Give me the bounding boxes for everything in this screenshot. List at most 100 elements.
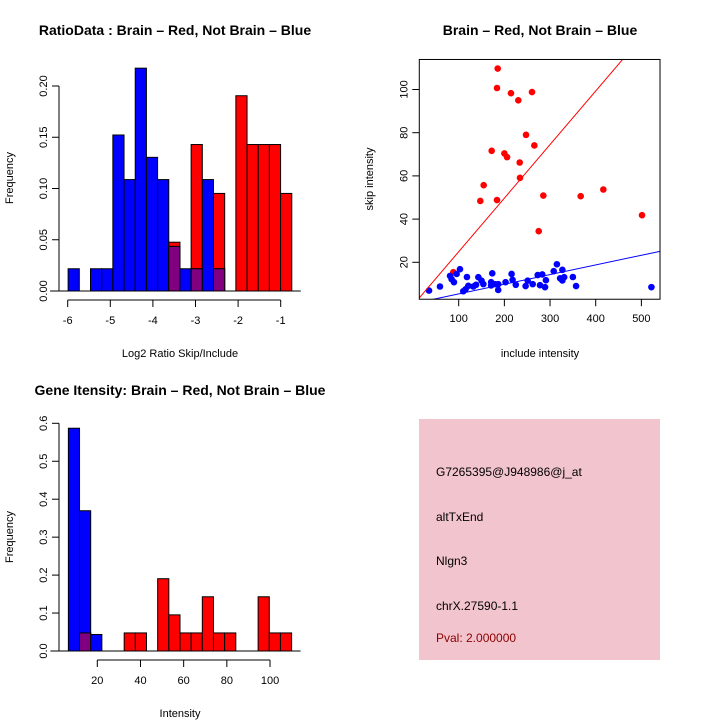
y-tick-label: 0.10 — [38, 178, 50, 199]
x-tick-label: 20 — [91, 675, 103, 687]
brain-point — [516, 159, 524, 166]
y-tick-label: 0.00 — [38, 280, 50, 301]
not-brain-point — [472, 281, 480, 289]
not-brain-point — [453, 270, 460, 278]
info-panel: G7265395@J948986@j_at altTxEnd Nlgn3 chr… — [419, 419, 660, 660]
overlap-bar — [190, 268, 203, 292]
y-tick-label: 20 — [398, 256, 410, 268]
not-brain-point — [450, 278, 458, 286]
y-tick-label: 60 — [398, 170, 410, 182]
brain-bar — [201, 596, 214, 652]
brain-point — [600, 186, 607, 193]
y-tick-label: 0.20 — [38, 75, 50, 96]
not-brain-point — [522, 282, 529, 290]
not-brain-point — [536, 281, 544, 289]
brain-point — [488, 147, 495, 155]
brain-bar — [268, 632, 281, 652]
brain-point — [477, 197, 484, 205]
not-brain-point — [464, 282, 472, 290]
x-tick-label: -3 — [191, 315, 201, 327]
brain-bar — [268, 144, 282, 292]
brain-bar — [134, 632, 148, 652]
not-brain-point — [508, 270, 515, 278]
x-tick-label: -1 — [276, 315, 286, 327]
scatter-plot-box — [418, 58, 661, 300]
not-brain-point — [480, 280, 487, 288]
not-brain-point — [542, 276, 550, 284]
x-tick-label: -4 — [148, 315, 158, 327]
brain-point — [516, 174, 524, 182]
brain-bar — [123, 632, 136, 652]
y-tick-label: 0.4 — [38, 492, 50, 507]
not-brain-point — [436, 283, 444, 290]
brain-point — [577, 192, 584, 200]
not-brain-point — [463, 273, 471, 281]
x-tick-label: -2 — [233, 315, 243, 327]
x-tick-label: 400 — [587, 313, 605, 325]
not-brain-fit-line — [431, 250, 661, 300]
not-brain-bar — [201, 179, 214, 292]
brain-bar — [212, 632, 226, 652]
not-brain-point — [456, 265, 464, 273]
brain-point — [493, 84, 501, 92]
brain-point — [638, 211, 646, 219]
not-brain-bar — [90, 633, 103, 652]
brain-bar — [257, 144, 270, 292]
y-tick-label: 100 — [398, 80, 410, 98]
brain-bar — [246, 144, 259, 292]
brain-bar — [168, 614, 181, 652]
overlap-bar — [168, 245, 181, 292]
brain-bar — [179, 632, 192, 652]
brain-point — [540, 192, 547, 199]
x-tick-label: 100 — [261, 675, 279, 687]
scatter-title: Brain – Red, Not Brain – Blue — [443, 22, 638, 38]
ratio-histogram-panel: RatioData : Brain – Red, Not Brain – Blu… — [4, 22, 311, 360]
not-brain-bar — [101, 268, 114, 292]
y-tick-label: 0.3 — [38, 530, 50, 545]
brain-bar — [235, 95, 248, 292]
not-brain-bar — [134, 67, 147, 292]
not-brain-bar — [79, 510, 92, 652]
not-brain-point — [569, 273, 577, 281]
x-tick-label: 100 — [450, 313, 468, 325]
not-brain-bar — [67, 268, 80, 292]
y-tick-label: 0.1 — [38, 605, 50, 620]
info-pval: Pval: 2.000000 — [436, 631, 516, 645]
brain-point — [514, 97, 522, 104]
brain-bar — [224, 632, 237, 652]
scatter-xlabel: include intensity — [501, 348, 580, 360]
x-tick-label: 80 — [221, 675, 233, 687]
info-probe-id: G7265395@J948986@j_at — [436, 465, 582, 479]
overlap-bar — [212, 268, 226, 292]
brain-fit-line — [419, 59, 624, 299]
not-brain-point — [550, 267, 557, 275]
intensity-histogram-xlabel: Intensity — [160, 708, 201, 720]
not-brain-point — [512, 281, 520, 289]
brain-bar — [157, 578, 170, 652]
brain-point — [480, 181, 487, 189]
brain-bar — [190, 632, 203, 652]
y-tick-label: 40 — [398, 213, 410, 225]
ratio-histogram-title: RatioData : Brain – Red, Not Brain – Blu… — [39, 22, 311, 38]
not-brain-point — [648, 283, 655, 291]
y-tick-label: 0.2 — [38, 567, 50, 582]
x-tick-label: 40 — [134, 675, 146, 687]
x-tick-label: 200 — [495, 313, 513, 325]
x-tick-label: -5 — [105, 315, 115, 327]
not-brain-bar — [112, 134, 125, 292]
brain-bar — [279, 632, 293, 652]
brain-point — [531, 142, 538, 149]
not-brain-point — [425, 287, 433, 294]
x-tick-label: 300 — [541, 313, 559, 325]
not-brain-point — [560, 273, 568, 281]
not-brain-point — [572, 282, 580, 290]
scatter-panel: Brain – Red, Not Brain – Blue include in… — [364, 22, 661, 360]
y-tick-label: 0.05 — [38, 229, 50, 250]
not-brain-point — [494, 286, 502, 294]
intensity-histogram-ylabel: Frequency — [4, 511, 16, 563]
brain-point — [522, 131, 530, 139]
not-brain-bar — [145, 156, 159, 292]
brain-point — [528, 88, 536, 96]
y-tick-label: 80 — [398, 127, 410, 139]
